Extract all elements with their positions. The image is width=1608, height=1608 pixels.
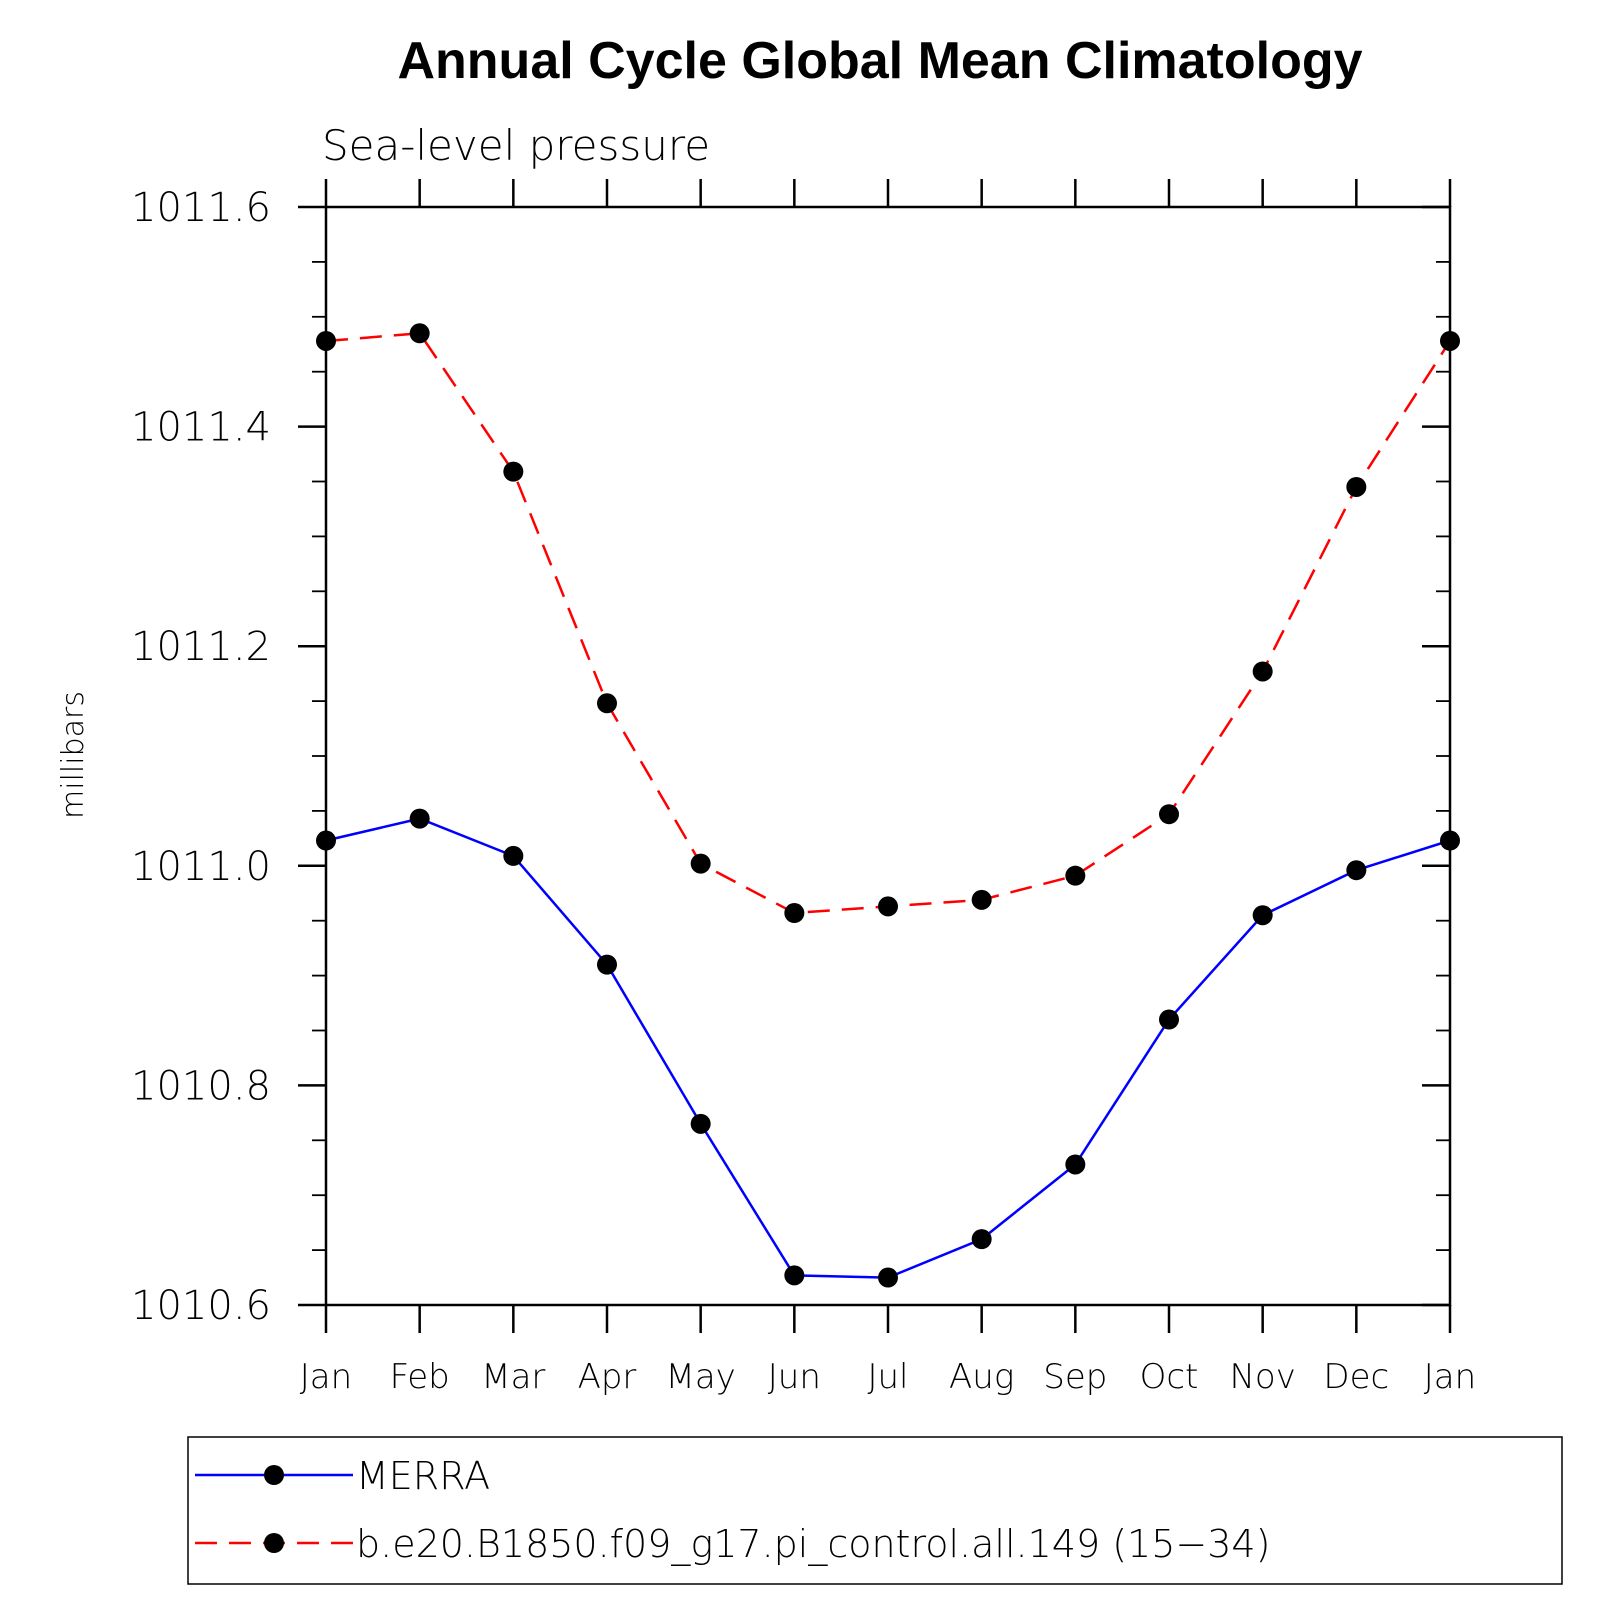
data-point <box>878 1267 898 1288</box>
x-tick-label: Aug <box>949 1357 1014 1397</box>
data-point <box>690 853 711 874</box>
data-point <box>1252 905 1273 926</box>
axes: 1010.6 1010.8 1011.0 1011.2 1011.4 1011.6 Jan F… <box>131 179 1476 1397</box>
series-line <box>325 331 1452 915</box>
data-point <box>409 808 430 829</box>
legend-label: MERRA <box>356 1454 490 1498</box>
series-merra <box>316 808 1460 1288</box>
data-point <box>1159 1009 1179 1030</box>
data-point <box>971 889 992 910</box>
data-point <box>690 1113 711 1134</box>
data-point <box>784 1265 805 1286</box>
data-point <box>1346 476 1367 497</box>
legend-box <box>187 1436 1563 1585</box>
y-tick-label: 1010.8 <box>131 1063 271 1109</box>
data-point <box>971 1229 992 1250</box>
legend-marker <box>264 1533 284 1553</box>
data-point <box>503 461 524 482</box>
x-tick-label: Mar <box>481 1357 545 1397</box>
data-point <box>1440 830 1460 851</box>
y-axis-label: millibars <box>56 691 91 819</box>
data-point <box>503 845 524 866</box>
chart-title: Annual Cycle Global Mean Climatology <box>397 32 1362 90</box>
x-tick-label: Sep <box>1043 1357 1107 1397</box>
x-tick-label: Apr <box>578 1357 637 1397</box>
y-tick-label: 1011.2 <box>131 624 271 670</box>
series-layer <box>316 323 1460 1288</box>
data-point <box>597 693 617 714</box>
data-point <box>1346 860 1367 881</box>
legend: MERRA b.e20.B1850.f09_g17.pi_control.all.… <box>187 1436 1563 1585</box>
chart-subtitle: Sea-level pressure <box>322 121 710 170</box>
y-tick-label: 1011.6 <box>131 185 271 231</box>
data-point <box>597 954 617 975</box>
x-tick-label: Feb <box>390 1357 450 1397</box>
data-point <box>409 323 430 344</box>
series-b-e20-pi-control <box>316 323 1460 924</box>
y-tick-label: 1011.0 <box>131 844 271 890</box>
series-line <box>325 817 1451 1279</box>
data-point <box>878 896 898 917</box>
x-tick-label: Oct <box>1140 1357 1199 1397</box>
x-tick-label: Jan <box>300 1357 352 1397</box>
data-point <box>316 830 336 851</box>
x-tick-label: Jul <box>867 1357 908 1397</box>
legend-marker <box>264 1465 284 1485</box>
data-point <box>1252 661 1273 682</box>
y-tick-label: 1010.6 <box>131 1283 271 1329</box>
data-point <box>316 330 336 351</box>
data-point <box>1065 865 1086 886</box>
data-point <box>1159 804 1179 825</box>
plot-frame <box>324 205 1452 1307</box>
data-point <box>784 903 805 924</box>
x-tick-label: Jun <box>768 1357 821 1397</box>
x-tick-label: May <box>666 1357 736 1397</box>
legend-label: b.e20.B1850.f09_g17.pi_control.all.149 (… <box>356 1522 1270 1567</box>
data-point <box>1440 330 1460 351</box>
y-tick-label: 1011.4 <box>131 405 271 451</box>
data-point <box>1065 1154 1086 1175</box>
x-tick-label: Nov <box>1229 1357 1295 1397</box>
x-tick-label: Dec <box>1323 1357 1389 1397</box>
x-tick-label: Jan <box>1424 1357 1476 1397</box>
